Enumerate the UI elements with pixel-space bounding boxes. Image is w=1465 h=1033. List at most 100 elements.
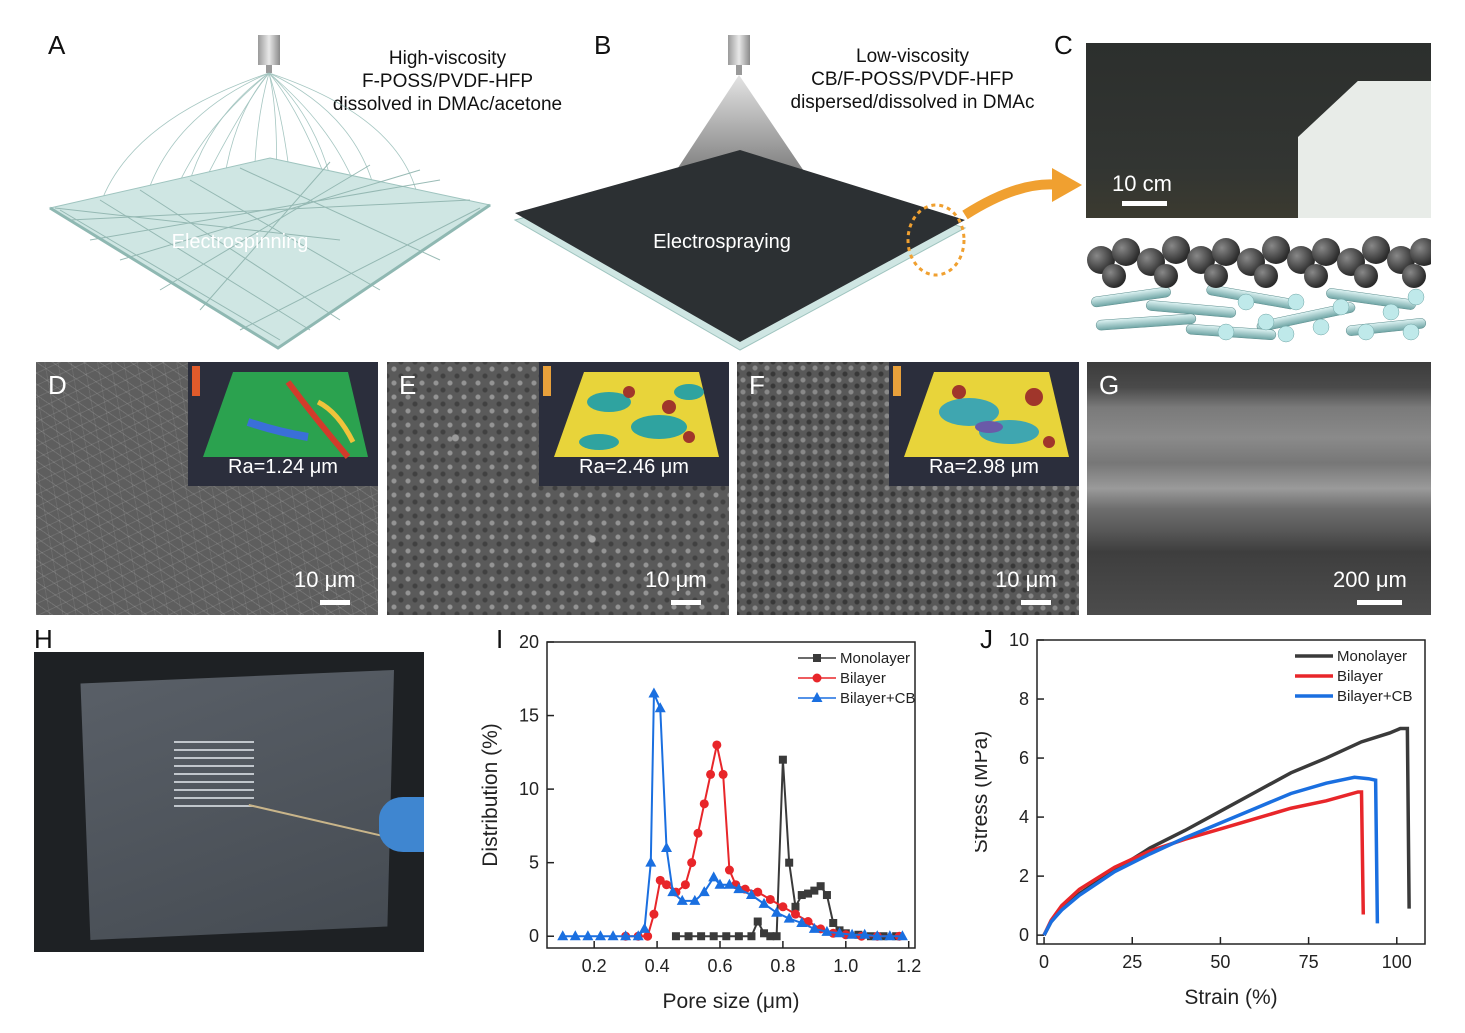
data-point-bilayer <box>706 769 716 779</box>
electrospraying-illustration: Electrospraying <box>513 35 967 351</box>
roughness-map-d: Ra=1.24 μm <box>188 362 378 486</box>
x-tick-label: 0 <box>1039 952 1049 972</box>
data-point-bilayer-cb <box>639 922 651 933</box>
y-tick-label: 4 <box>1019 807 1029 827</box>
data-point-bilayer-cb <box>846 928 858 939</box>
pore-size-chart: 0.2 0.4 0.6 0.8 1.0 1.2 0 5 10 15 20 Pore size (μm)… <box>480 632 921 1013</box>
data-point-bilayer-cb <box>796 916 808 927</box>
y-tick-label: 10 <box>1009 630 1029 650</box>
sem-image-d: D Ra=1.24 μm 10 μm <box>36 362 378 615</box>
scale-bar-c <box>1122 201 1167 206</box>
y-axis-label: Distribution (%) <box>480 723 502 867</box>
data-point-bilayer-cb <box>859 928 871 939</box>
x-tick-label: 0.8 <box>770 956 795 976</box>
x-tick-label: 0.2 <box>582 956 607 976</box>
peeled-layer <box>1298 81 1431 218</box>
panel-a-caption-line2: F-POSS/PVDF-HFP <box>361 71 533 92</box>
legend-label: Bilayer+CB <box>840 690 915 707</box>
data-point-monolayer <box>760 929 769 938</box>
data-point-bilayer-cb <box>871 930 883 941</box>
data-point-bilayer <box>712 740 722 750</box>
legend-marker <box>813 654 821 662</box>
data-point-bilayer-cb <box>771 906 783 917</box>
data-point-bilayer-cb <box>569 930 581 941</box>
legend-marker <box>812 673 822 683</box>
data-point-bilayer-cb <box>620 930 632 941</box>
data-point-monolayer <box>709 932 718 941</box>
data-point-bilayer-cb <box>808 922 820 933</box>
zoom-highlight-circle <box>906 203 966 277</box>
y-tick-label: 6 <box>1019 748 1029 768</box>
panel-a-caption-line3: dissolved in DMAc/acetone <box>332 94 563 115</box>
data-point-monolayer <box>791 902 800 911</box>
panel-b-process-label: Electrospraying <box>653 231 791 253</box>
data-point-bilayer-cb <box>723 878 735 889</box>
panel-label-h: H <box>34 624 53 654</box>
series-line-bilayer-cb <box>562 693 903 938</box>
sem-image-g: G 200 μm <box>1087 362 1431 615</box>
data-point-monolayer <box>797 891 806 900</box>
panel-label-j: J <box>980 624 993 654</box>
data-point-monolayer <box>816 882 825 891</box>
data-point-bilayer <box>643 931 653 941</box>
x-tick-label: 100 <box>1382 952 1412 972</box>
data-point-bilayer <box>790 909 800 919</box>
y-tick-label: 0 <box>529 926 539 946</box>
data-point-bilayer-cb <box>582 930 594 941</box>
data-point-bilayer <box>693 828 703 838</box>
x-tick-label: 75 <box>1299 952 1319 972</box>
gloved-hand <box>379 797 424 852</box>
roughness-surface-d <box>192 366 368 459</box>
stress-strain-chart-axes: 0 25 50 75 100 0 2 4 6 8 10 Strain (%) Stress (MPa) <box>975 630 1426 1009</box>
scale-label-d: 10 μm <box>294 567 356 592</box>
data-point-monolayer <box>778 755 787 764</box>
data-point-monolayer <box>753 917 762 926</box>
data-point-bilayer <box>803 917 813 927</box>
data-point-monolayer <box>829 918 838 927</box>
data-point-bilayer-cb <box>714 878 726 889</box>
data-point-bilayer-cb <box>783 912 795 923</box>
membrane-photo: 10 cm <box>1086 43 1431 218</box>
scale-bar-g <box>1357 600 1402 605</box>
y-tick-label: 5 <box>529 853 539 873</box>
panel-b-caption-line1: Low-viscosity <box>856 46 969 67</box>
panel-label-c: C <box>1054 30 1073 60</box>
panel-label-e: E <box>399 370 417 400</box>
data-point-bilayer-cb <box>648 687 660 698</box>
x-tick-label: 1.0 <box>833 956 858 976</box>
scale-label-c: 10 cm <box>1112 171 1172 196</box>
panel-b-caption-line3: dispersed/dissolved in DMAc <box>790 92 1035 113</box>
x-tick-label: 0.4 <box>645 956 670 976</box>
panel-label-a: A <box>48 30 66 60</box>
data-point-monolayer <box>671 932 680 941</box>
sem-image-f: F Ra=2.98 μm 10 μm <box>737 362 1079 615</box>
x-tick-label: 1.2 <box>896 956 921 976</box>
x-tick-label: 50 <box>1210 952 1230 972</box>
data-point-bilayer <box>753 887 763 897</box>
scale-bar-d <box>320 600 350 605</box>
roughness-map-f: Ra=2.98 μm <box>889 362 1079 486</box>
data-point-monolayer <box>772 932 781 941</box>
data-point-bilayer <box>649 909 659 919</box>
data-point-monolayer <box>822 891 831 900</box>
data-point-monolayer <box>810 886 819 895</box>
bilayer-structure-illustration <box>1086 232 1431 344</box>
series-line-monolayer <box>1042 726 1411 936</box>
x-tick-label: 25 <box>1122 952 1142 972</box>
y-tick-label: 10 <box>519 779 539 799</box>
panel-a-caption: High-viscosity F-POSS/PVDF-HFP dissolved… <box>305 47 590 116</box>
data-point-monolayer <box>684 932 693 941</box>
scale-label-g: 200 μm <box>1333 567 1407 592</box>
scale-bar-e <box>671 600 701 605</box>
data-point-bilayer-cb <box>661 841 673 852</box>
panel-label-d: D <box>48 370 67 400</box>
panel-label-i: I <box>496 624 504 654</box>
data-point-bilayer-cb <box>698 886 710 897</box>
scratched-area <box>174 737 254 807</box>
data-point-bilayer-cb <box>607 930 619 941</box>
data-point-bilayer-cb <box>667 886 679 897</box>
legend-label: Bilayer <box>840 670 886 687</box>
x-tick-label: 0.6 <box>707 956 732 976</box>
data-point-bilayer-cb <box>645 856 657 867</box>
y-tick-label: 2 <box>1019 866 1029 886</box>
